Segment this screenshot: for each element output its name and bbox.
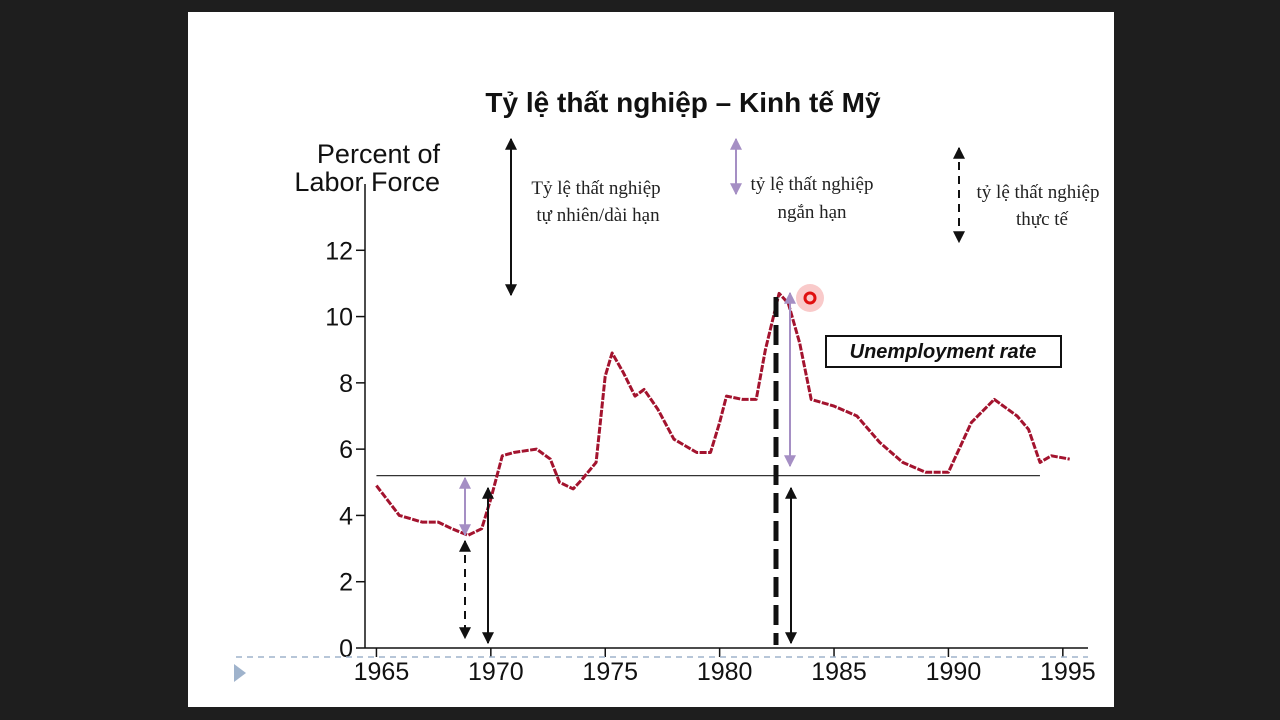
y-tick-label: 8 bbox=[339, 370, 353, 398]
annotation: ngắn hạn bbox=[777, 202, 847, 223]
x-tick-label: 1980 bbox=[697, 658, 753, 686]
series-label: Unemployment rate bbox=[850, 341, 1037, 363]
x-tick-label: 1970 bbox=[468, 658, 524, 686]
x-tick-label: 1995 bbox=[1040, 658, 1096, 686]
y-tick-label: 6 bbox=[339, 436, 353, 464]
series-line bbox=[375, 291, 1070, 537]
x-tick-label: 1990 bbox=[926, 658, 982, 686]
annotation: tỷ lệ thất nghiệp bbox=[977, 182, 1100, 203]
annotation: tỷ lệ thất nghiệp bbox=[751, 174, 874, 195]
series-label-box bbox=[825, 335, 1062, 368]
y-tick-label: 0 bbox=[339, 635, 353, 663]
y-axis-label: Labor Force bbox=[294, 167, 440, 197]
y-tick-label: 4 bbox=[339, 502, 353, 530]
annotation: tự nhiên/dài hạn bbox=[536, 205, 660, 226]
x-tick-label: 1985 bbox=[811, 658, 867, 686]
cursor-glow bbox=[796, 284, 824, 312]
annotation: thực tế bbox=[1016, 209, 1069, 230]
y-tick-label: 10 bbox=[325, 304, 353, 332]
chart-title: Tỷ lệ thất nghiệp – Kinh tế Mỹ bbox=[485, 87, 881, 118]
y-tick-label: 12 bbox=[325, 237, 353, 265]
x-tick-label: 1965 bbox=[354, 658, 410, 686]
x-tick-label: 1975 bbox=[582, 658, 638, 686]
y-axis-label: Percent of bbox=[317, 139, 441, 169]
play-icon bbox=[234, 664, 246, 682]
y-tick-label: 2 bbox=[339, 569, 353, 597]
cursor bbox=[803, 291, 817, 305]
arrows bbox=[459, 137, 965, 645]
annotation: Tỷ lệ thất nghiệp bbox=[531, 178, 660, 199]
